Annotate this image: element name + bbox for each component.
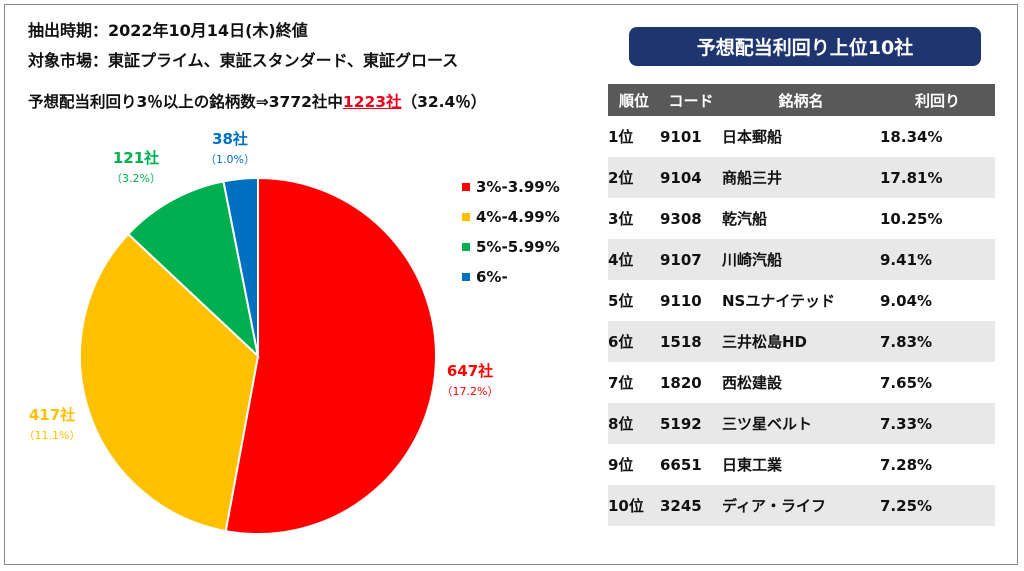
table-row: 4位 9107 川崎汽船 9.41% (608, 239, 995, 280)
header-code: コード (660, 84, 722, 116)
yield-cell: 7.33% (880, 403, 995, 444)
summary-percentage: （32.4％） (401, 93, 487, 111)
legend-label: 6%- (476, 268, 508, 286)
code-cell: 5192 (660, 403, 722, 444)
rank-cell: 4位 (608, 239, 660, 280)
summary-prefix: 予想配当利回り3％以上の銘柄数⇒3772社中 (28, 93, 343, 111)
legend-swatch (462, 273, 470, 281)
rank-cell: 3位 (608, 210, 634, 228)
summary-highlight-count: 1223社 (342, 93, 402, 111)
rank-cell: 10位 (608, 485, 660, 526)
code-cell: 3245 (660, 485, 722, 526)
table-row: 9位 6651 日東工業 7.28% (608, 444, 995, 485)
table-row: 6位 1518 三井松島HD 7.83% (608, 321, 995, 362)
pie-slice (126, 180, 260, 359)
slice-percent-label: （1.0%） (205, 153, 255, 166)
name-cell: 三井松島HD (722, 321, 880, 362)
code-cell: 9110 (660, 291, 702, 310)
name-cell: 商船三井 (722, 157, 880, 198)
rank-cell: 8位 (608, 403, 660, 444)
summary-line: 予想配当利回り3％以上の銘柄数⇒3772社中1223社（32.4％） (28, 90, 486, 112)
yield-cell: 7.25% (880, 485, 995, 526)
legend-item: 3%-3.99% (462, 172, 560, 202)
legend-swatch (462, 183, 470, 191)
table-row: 3位 9308 乾汽船 10.25% (608, 198, 995, 239)
slice-count-label: 417社 (29, 406, 75, 424)
yield-cell: 17.81% (880, 157, 995, 198)
slice-count-label: 647社 (447, 362, 493, 380)
table-row: 10位 3245 ディア・ライフ 7.25% (608, 485, 995, 526)
legend-label: 5%-5.99% (476, 238, 560, 256)
table-row: 7位 1820 西松建設 7.65% (608, 362, 995, 403)
rank-cell: 9位 (608, 456, 634, 474)
slice-percent-label: （11.1%） (24, 429, 81, 442)
rank-cell: 2位 (608, 157, 660, 198)
slice-percent-label: （17.2%） (442, 385, 499, 398)
rank-cell: 5位 (608, 292, 634, 310)
legend-swatch (462, 243, 470, 251)
yield-cell: 10.25% (880, 209, 943, 228)
rank-cell: 6位 (608, 321, 660, 362)
table-row: 8位 5192 三ツ星ベルト 7.33% (608, 403, 995, 444)
pie-chart: 647社 （17.2%） 417社 （11.1%） 121社 （3.2%） 38社 （1.0%… (24, 130, 499, 535)
yield-cell: 18.34% (880, 127, 943, 146)
yield-cell: 7.28% (880, 455, 933, 474)
name-cell: 三ツ星ベルト (722, 403, 880, 444)
name-cell: 日本郵船 (722, 128, 783, 146)
code-cell: 9104 (660, 157, 722, 198)
legend-label: 3%-3.99% (476, 178, 560, 196)
code-cell: 1518 (660, 321, 722, 362)
name-cell: 川崎汽船 (722, 239, 880, 280)
yield-cell: 9.04% (880, 291, 933, 310)
name-cell: NSユナイテッド (722, 292, 836, 310)
name-cell: 日東工業 (722, 456, 783, 474)
yield-cell: 7.83% (880, 321, 995, 362)
rank-cell: 1位 (608, 128, 634, 146)
code-cell: 9107 (660, 239, 722, 280)
slice-count-label: 121社 (113, 149, 159, 167)
name-cell: 乾汽船 (722, 210, 768, 228)
legend-label: 4%-4.99% (476, 208, 560, 226)
code-cell: 9308 (660, 209, 702, 228)
pie-slice (224, 176, 437, 535)
legend-swatch (462, 213, 470, 221)
pie-slice (79, 232, 260, 533)
target-markets: 対象市場：東証プライム、東証スタンダード、東証グロース (28, 51, 459, 70)
yield-cell: 7.65% (880, 373, 933, 392)
name-cell: 西松建設 (722, 374, 783, 392)
code-cell: 9101 (660, 127, 702, 146)
table-header-row: 順位 コード 銘柄名 利回り (608, 84, 995, 116)
header-rank: 順位 (608, 84, 660, 116)
legend-item: 6%- (462, 262, 560, 292)
slice-percent-label: （3.2%） (111, 172, 161, 185)
table-title: 予想配当利回り上位10社 (629, 27, 981, 66)
top10-yield-table: 順位 コード 銘柄名 利回り 1位 9101 日本郵船 18.34% 2位 9104 商船三… (608, 84, 995, 526)
header-name: 銘柄名 (722, 84, 880, 116)
yield-cell: 9.41% (880, 239, 995, 280)
slice-count-label: 38社 (212, 130, 248, 148)
name-cell: ディア・ライフ (722, 485, 880, 526)
rank-cell: 7位 (608, 374, 634, 392)
header-yield: 利回り (880, 84, 995, 116)
legend-item: 5%-5.99% (462, 232, 560, 262)
table-row: 1位 9101 日本郵船 18.34% (608, 116, 995, 157)
table-row: 2位 9104 商船三井 17.81% (608, 157, 995, 198)
table-row: 5位 9110 NSユナイテッド 9.04% (608, 280, 995, 321)
chart-legend: 3%-3.99% 4%-4.99% 5%-5.99% 6%- (462, 172, 560, 292)
code-cell: 1820 (660, 373, 702, 392)
code-cell: 6651 (660, 455, 702, 474)
extraction-date: 抽出時期：2022年10月14日(木)終値 (28, 21, 308, 40)
pie-slice (222, 176, 259, 357)
legend-item: 4%-4.99% (462, 202, 560, 232)
